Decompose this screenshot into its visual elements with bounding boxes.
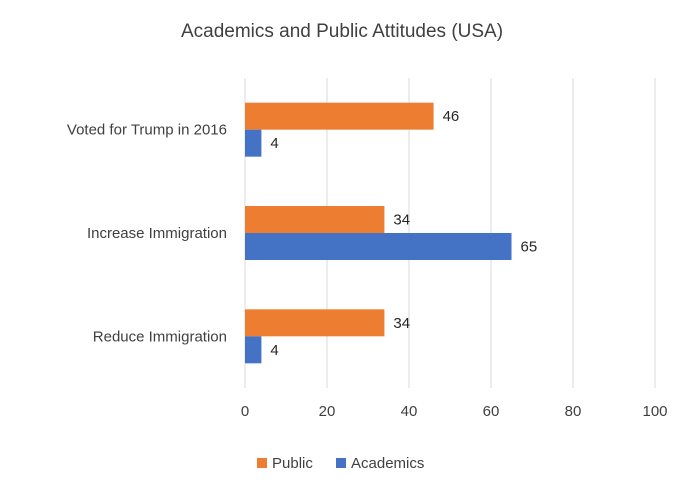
data-label-academics: 65 xyxy=(521,239,538,256)
chart-title: Academics and Public Attitudes (USA) xyxy=(181,21,503,42)
data-label-public: 34 xyxy=(393,212,410,229)
legend-swatch-public xyxy=(257,458,267,468)
x-tick-label: 0 xyxy=(241,403,249,420)
category-labels: Voted for Trump in 2016 Increase Immigrat… xyxy=(67,122,227,346)
legend-swatch-academics xyxy=(336,458,346,468)
data-labels: 46 4 34 65 34 4 xyxy=(270,108,537,359)
category-label: Voted for Trump in 2016 xyxy=(67,122,227,139)
bar-public-3 xyxy=(245,309,385,337)
x-tick-label: 20 xyxy=(319,403,336,420)
legend-label-public: Public xyxy=(272,455,313,472)
x-tick-label: 100 xyxy=(642,403,667,420)
x-axis-ticks: 0 20 40 60 80 100 xyxy=(241,403,668,420)
data-label-academics: 4 xyxy=(270,135,278,152)
bar-academics-2 xyxy=(245,233,512,260)
category-label: Reduce Immigration xyxy=(93,328,227,345)
bar-public-1 xyxy=(245,102,434,130)
bar-academics-1 xyxy=(245,129,262,157)
x-tick-label: 80 xyxy=(565,403,582,420)
data-label-public: 46 xyxy=(443,108,460,125)
legend: Public Academics xyxy=(257,455,424,472)
bars xyxy=(245,102,512,364)
x-tick-label: 40 xyxy=(401,403,418,420)
data-label-academics: 4 xyxy=(270,342,278,359)
data-label-public: 34 xyxy=(393,315,410,332)
bar-academics-3 xyxy=(245,336,262,364)
legend-label-academics: Academics xyxy=(351,455,424,472)
bar-public-2 xyxy=(245,206,385,233)
category-label: Increase Immigration xyxy=(87,225,227,242)
x-tick-label: 60 xyxy=(483,403,500,420)
